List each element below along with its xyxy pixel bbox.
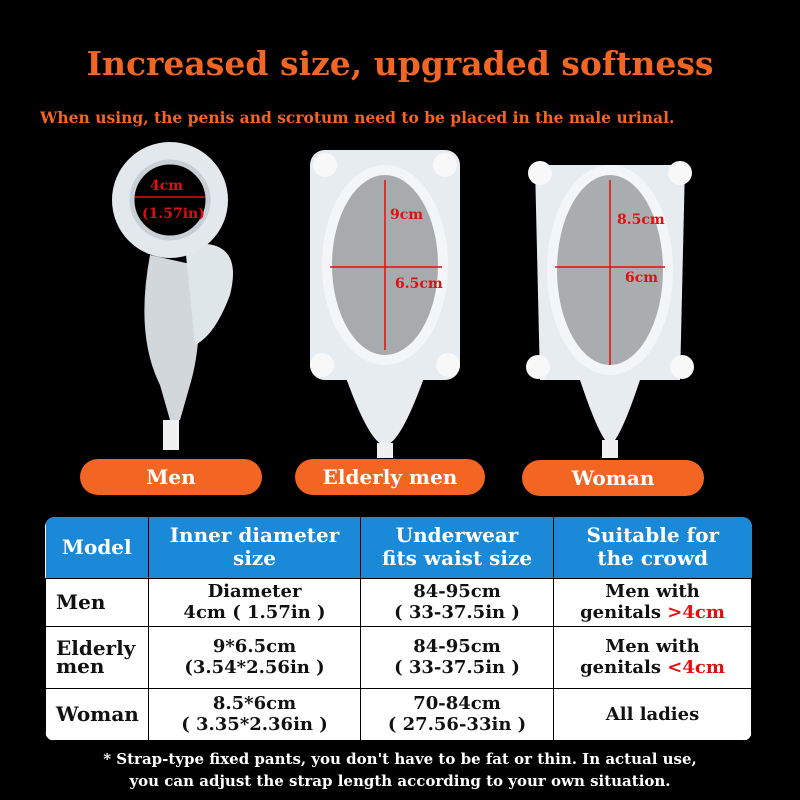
cell-inner: 8.5*6cm( 3.35*2.36in ): [148, 687, 361, 741]
crowd-line: genitals: [580, 657, 668, 678]
cell-crowd: Men with genitals <4cm: [553, 625, 752, 689]
men-dim-in: (1.57in): [142, 206, 205, 222]
header-waist: Underwear fits waist size: [360, 517, 554, 578]
headline: Increased size, upgraded softness: [86, 44, 714, 83]
waist-line: ( 33-37.5in ): [394, 657, 520, 678]
elderly-urinal-image: [310, 150, 460, 458]
crowd-size: >4cm: [667, 602, 725, 623]
cell-model: Men: [45, 577, 149, 627]
header-inner: Inner diameter size: [148, 517, 361, 578]
inner-line: 9*6.5cm: [212, 636, 297, 657]
cell-inner: Diameter 4cm ( 1.57in ): [148, 577, 361, 627]
inner-line: 8.5*6cm: [212, 693, 297, 714]
woman-urinal-image: [526, 161, 694, 458]
table-row: Men Diameter 4cm ( 1.57in ) 84-95cm( 33-3…: [45, 577, 752, 627]
size-table: Model Inner diameter size Underwear fits…: [45, 517, 752, 741]
woman-dim-height: 8.5cm: [617, 212, 665, 228]
crowd-line: Men with: [605, 581, 700, 602]
inner-line: 4cm ( 1.57in ): [183, 602, 326, 623]
crowd-size: <4cm: [667, 657, 725, 678]
cell-waist: 84-95cm( 33-37.5in ): [360, 625, 554, 689]
crowd-line: genitals: [580, 602, 668, 623]
cell-waist: 84-95cm( 33-37.5in ): [360, 577, 554, 627]
label-elderly-men: Elderly men: [295, 459, 485, 495]
elderly-dim-width: 6.5cm: [395, 276, 443, 292]
waist-line: 84-95cm: [413, 581, 501, 602]
inner-line: Diameter: [207, 581, 302, 602]
crowd-line: All ladies: [605, 703, 700, 725]
cell-crowd: Men with genitals >4cm: [553, 577, 752, 627]
footnote-line: * Strap-type fixed pants, you don't have…: [103, 750, 697, 768]
inner-line: (3.54*2.56in ): [184, 657, 325, 678]
men-urinal-image: [112, 142, 233, 450]
elderly-dim-height: 9cm: [390, 207, 424, 223]
cell-waist: 70-84cm( 27.56-33in ): [360, 687, 554, 741]
cell-inner: 9*6.5cm (3.54*2.56in ): [148, 625, 361, 689]
header-crowd: Suitable for the crowd: [553, 517, 752, 578]
waist-line: ( 27.56-33in ): [387, 714, 527, 735]
footnote: * Strap-type fixed pants, you don't have…: [0, 748, 800, 792]
waist-line: 70-84cm: [413, 693, 501, 714]
men-dim-cm: 4cm: [150, 178, 184, 194]
waist-line: ( 33-37.5in ): [394, 602, 520, 623]
cell-model: Woman: [45, 687, 149, 741]
subheadline: When using, the penis and scrotum need t…: [40, 108, 675, 127]
inner-line: ( 3.35*2.36in ): [181, 714, 328, 735]
cell-model: Elderly men: [45, 625, 149, 689]
table-row: Elderly men 9*6.5cm (3.54*2.56in ) 84-95c…: [45, 625, 752, 689]
table-row: Woman 8.5*6cm( 3.35*2.36in ) 70-84cm( 27…: [45, 687, 752, 741]
woman-dim-width: 6cm: [625, 270, 659, 286]
cell-crowd: All ladies: [553, 687, 752, 741]
waist-line: 84-95cm: [413, 636, 501, 657]
header-model: Model: [45, 517, 149, 578]
label-woman: Woman: [522, 460, 704, 496]
label-men: Men: [80, 459, 262, 495]
footnote-line: you can adjust the strap length accordin…: [129, 772, 671, 790]
table-header: Model Inner diameter size Underwear fits…: [45, 517, 752, 578]
crowd-line: Men with: [605, 636, 700, 657]
